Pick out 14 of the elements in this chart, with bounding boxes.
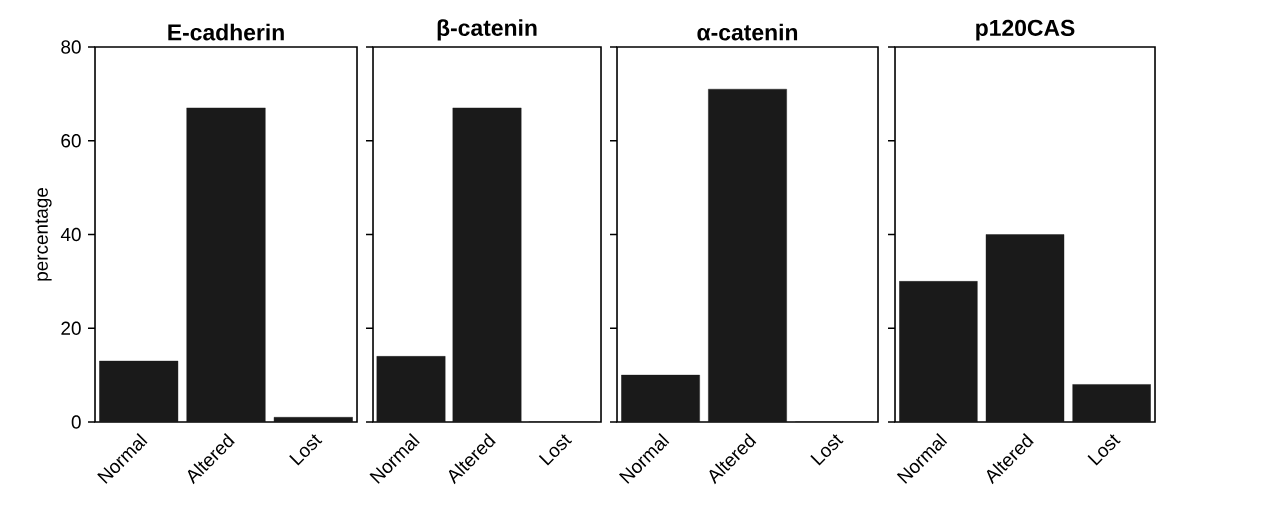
chart-title: E-cadherin — [168, 23, 284, 41]
y-tick-label: 60 — [61, 134, 81, 148]
y-tick-label: 0 — [71, 415, 81, 429]
x-tick-label: Lost — [289, 434, 323, 466]
y-tick-label: 40 — [60, 227, 81, 242]
y-tick-label: 80 — [61, 40, 81, 54]
y-axis-title: percentage — [35, 187, 52, 281]
chart-title: p120CAS — [976, 19, 1075, 41]
x-tick-label: Lost — [810, 434, 844, 466]
x-tick-label: Lost — [1087, 434, 1121, 466]
chart-title: β-catenin — [437, 19, 537, 41]
x-tick-label: Lost — [538, 434, 573, 466]
chart-title: α-catenin — [697, 23, 798, 41]
y-tick-label: 20 — [61, 321, 81, 335]
